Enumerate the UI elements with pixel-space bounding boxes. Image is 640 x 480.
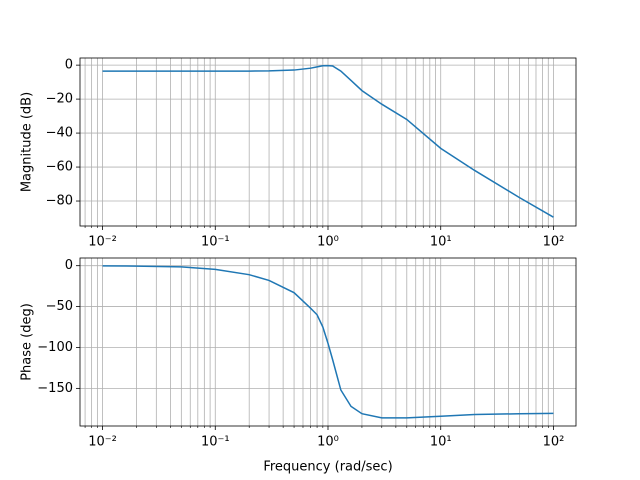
x-tick-label: 10⁻¹ <box>201 435 230 450</box>
data-line <box>102 64 554 218</box>
y-tick-label: −20 <box>46 92 73 107</box>
y-tick-label: −50 <box>46 299 73 314</box>
y-tick-label: 0 <box>65 58 73 73</box>
x-tick-label: 10² <box>543 435 565 450</box>
y-tick-label: −80 <box>46 194 73 209</box>
x-axis-label: Frequency (rad/sec) <box>263 460 392 475</box>
y-tick-label: −150 <box>37 381 73 396</box>
axes-frame <box>79 257 577 427</box>
y-tick-label: 0 <box>65 258 73 273</box>
y-tick-label: −40 <box>46 126 73 141</box>
x-tick-label: 10² <box>543 235 565 250</box>
y-axis-label: Phase (deg) <box>20 303 35 381</box>
x-tick-label: 10¹ <box>430 435 452 450</box>
x-tick-label: 10¹ <box>430 235 452 250</box>
y-tick-label: −100 <box>37 340 73 355</box>
axes-frame <box>79 57 577 227</box>
x-tick-label: 10⁻² <box>88 235 117 250</box>
data-line <box>102 265 554 419</box>
x-tick-label: 10⁻² <box>88 435 117 450</box>
y-tick-label: −60 <box>46 160 73 175</box>
x-tick-label: 10⁰ <box>317 435 339 450</box>
y-axis-label: Magnitude (dB) <box>20 92 35 192</box>
x-tick-label: 10⁻¹ <box>201 235 230 250</box>
x-tick-label: 10⁰ <box>317 235 339 250</box>
